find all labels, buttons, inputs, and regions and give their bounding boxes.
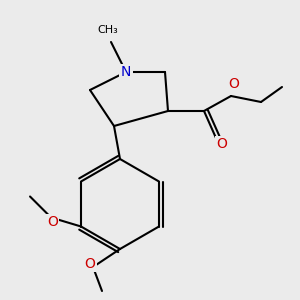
Text: O: O — [47, 215, 58, 229]
Text: O: O — [85, 257, 95, 271]
Text: O: O — [229, 77, 239, 91]
Text: CH₃: CH₃ — [98, 25, 118, 35]
Text: O: O — [217, 137, 227, 151]
Text: N: N — [121, 65, 131, 79]
